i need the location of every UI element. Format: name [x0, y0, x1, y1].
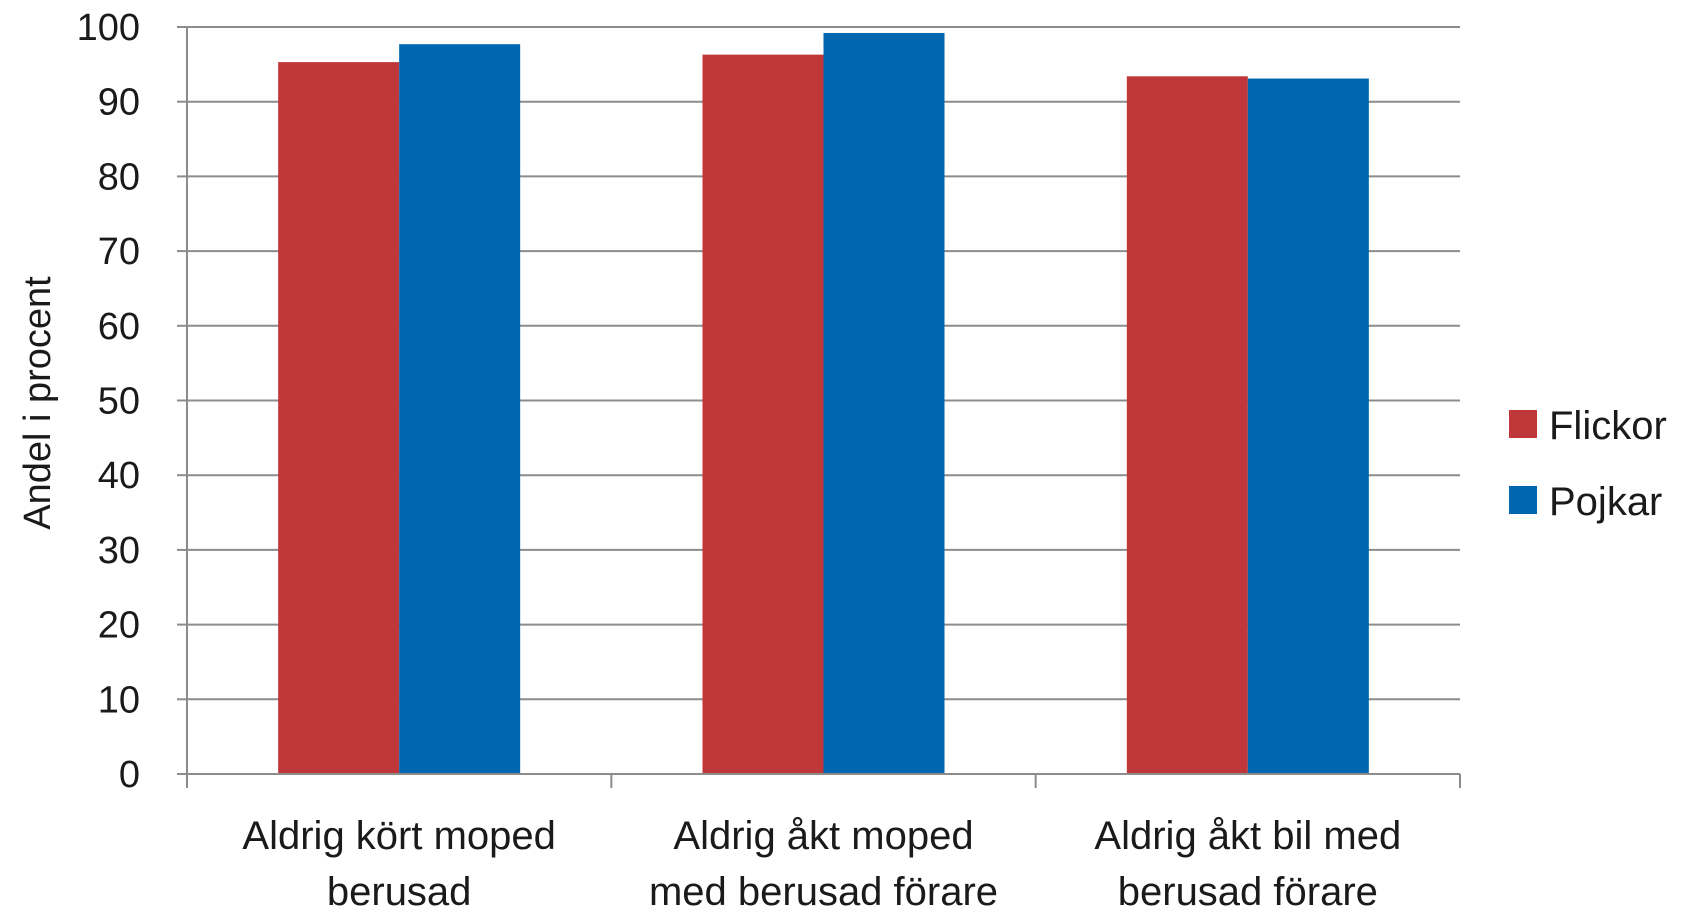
y-axis-title: Andel i procent [17, 276, 59, 530]
category-label: Aldrig åkt bil med [1094, 814, 1401, 858]
legend-swatch [1509, 486, 1537, 514]
legend-swatch [1509, 410, 1537, 438]
y-tick-label: 50 [98, 381, 140, 423]
y-tick-label: 20 [98, 605, 140, 647]
bar-pojkar [399, 44, 521, 774]
category-label: med berusad förare [649, 870, 998, 910]
category-label: Aldrig åkt moped [673, 814, 973, 858]
y-tick-label: 100 [77, 7, 140, 49]
y-tick-label: 80 [98, 156, 140, 198]
bar-pojkar [1247, 78, 1369, 775]
y-tick-label: 70 [98, 231, 140, 273]
category-label: Aldrig kört moped [242, 814, 555, 858]
y-tick-label: 30 [98, 530, 140, 572]
bar-flickor [1126, 76, 1248, 774]
axes [177, 26, 1461, 788]
bar-flickor [702, 54, 824, 775]
y-tick-label: 0 [119, 754, 140, 796]
legend-label: Flickor [1549, 404, 1667, 448]
y-tick-labels: 0 10 20 30 40 50 60 70 80 90 100 [77, 7, 140, 796]
legend: Flickor Pojkar [1509, 404, 1667, 524]
y-tick-label: 90 [98, 82, 140, 124]
y-tick-label: 60 [98, 306, 140, 348]
category-label: berusad förare [1118, 870, 1378, 910]
bar-pojkar [823, 32, 945, 774]
bars [278, 32, 1369, 775]
legend-label: Pojkar [1549, 480, 1662, 524]
y-tick-label: 40 [98, 455, 140, 497]
category-label: berusad [327, 870, 472, 910]
bar-flickor [278, 62, 400, 774]
y-tick-label: 10 [98, 679, 140, 721]
category-labels: Aldrig kört moped berusad Aldrig åkt moped… [242, 814, 1401, 910]
